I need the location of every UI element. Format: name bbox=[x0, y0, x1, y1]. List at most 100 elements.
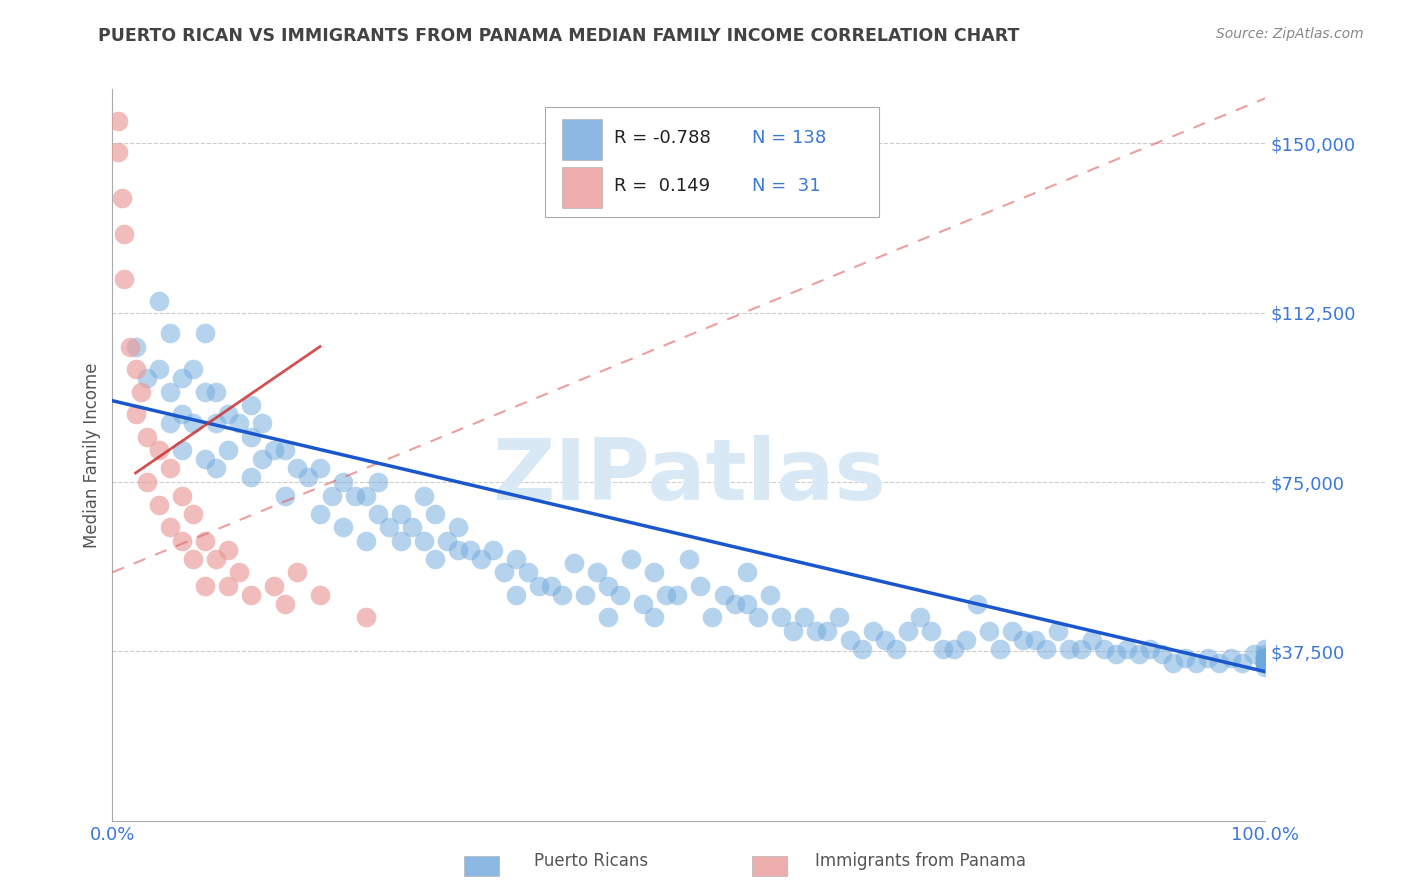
Point bbox=[239, 588, 262, 602]
Point bbox=[1104, 647, 1126, 661]
Point bbox=[1035, 642, 1057, 657]
Point bbox=[793, 610, 815, 624]
Point bbox=[107, 113, 129, 128]
Text: Immigrants from Panama: Immigrants from Panama bbox=[815, 852, 1026, 870]
Text: N =  31: N = 31 bbox=[752, 177, 821, 194]
Point bbox=[1161, 656, 1184, 670]
Point bbox=[159, 520, 181, 534]
Point bbox=[205, 551, 228, 566]
Point bbox=[239, 430, 262, 444]
Point bbox=[343, 489, 366, 503]
Point bbox=[181, 507, 204, 521]
Point bbox=[217, 579, 239, 593]
Point bbox=[966, 597, 988, 611]
Text: Source: ZipAtlas.com: Source: ZipAtlas.com bbox=[1216, 27, 1364, 41]
Point bbox=[425, 507, 447, 521]
Point bbox=[194, 533, 217, 548]
Point bbox=[159, 326, 181, 340]
Point bbox=[148, 362, 170, 376]
Point bbox=[1254, 651, 1277, 665]
Point bbox=[378, 520, 401, 534]
Point bbox=[354, 489, 377, 503]
Point bbox=[815, 624, 838, 638]
Point bbox=[181, 417, 204, 431]
Point bbox=[205, 417, 228, 431]
Point bbox=[873, 633, 896, 648]
Point bbox=[263, 579, 285, 593]
Point bbox=[920, 624, 942, 638]
Point bbox=[111, 190, 134, 204]
Point bbox=[758, 588, 780, 602]
Point bbox=[1254, 651, 1277, 665]
Point bbox=[412, 533, 434, 548]
Point bbox=[1081, 633, 1104, 648]
Point bbox=[631, 597, 654, 611]
Point bbox=[1092, 642, 1115, 657]
Point bbox=[274, 597, 297, 611]
Point bbox=[700, 610, 723, 624]
Point bbox=[309, 507, 332, 521]
Point bbox=[436, 533, 458, 548]
Point bbox=[274, 443, 297, 458]
Point bbox=[1254, 656, 1277, 670]
Point bbox=[181, 362, 204, 376]
Point bbox=[1046, 624, 1069, 638]
Point bbox=[782, 624, 804, 638]
Point bbox=[332, 520, 354, 534]
Text: PUERTO RICAN VS IMMIGRANTS FROM PANAMA MEDIAN FAMILY INCOME CORRELATION CHART: PUERTO RICAN VS IMMIGRANTS FROM PANAMA M… bbox=[98, 27, 1019, 45]
Point bbox=[217, 542, 239, 557]
Point bbox=[205, 384, 228, 399]
Point bbox=[908, 610, 931, 624]
Point bbox=[1001, 624, 1024, 638]
Point bbox=[263, 443, 285, 458]
Point bbox=[274, 489, 297, 503]
Point bbox=[598, 579, 620, 593]
Text: Puerto Ricans: Puerto Ricans bbox=[534, 852, 648, 870]
Point bbox=[297, 470, 319, 484]
Point bbox=[129, 384, 153, 399]
Text: R =  0.149: R = 0.149 bbox=[614, 177, 710, 194]
Point bbox=[862, 624, 884, 638]
Point bbox=[170, 443, 193, 458]
Point bbox=[609, 588, 631, 602]
Point bbox=[598, 610, 620, 624]
Point bbox=[112, 227, 135, 241]
Point bbox=[574, 588, 596, 602]
Point bbox=[505, 588, 527, 602]
Point bbox=[252, 417, 274, 431]
Point bbox=[886, 642, 908, 657]
Point bbox=[839, 633, 862, 648]
Point bbox=[148, 294, 170, 309]
Point bbox=[194, 384, 217, 399]
Point bbox=[735, 566, 758, 580]
Point bbox=[1254, 656, 1277, 670]
Point bbox=[239, 470, 262, 484]
Point bbox=[170, 533, 193, 548]
Point bbox=[1116, 642, 1139, 657]
Point bbox=[136, 430, 159, 444]
Point bbox=[401, 520, 423, 534]
Point bbox=[309, 588, 332, 602]
Point bbox=[585, 566, 607, 580]
Point bbox=[228, 417, 250, 431]
Point bbox=[1254, 656, 1277, 670]
Point bbox=[354, 533, 377, 548]
Point bbox=[228, 566, 250, 580]
Point bbox=[1243, 647, 1265, 661]
Point bbox=[1254, 651, 1277, 665]
Text: N = 138: N = 138 bbox=[752, 128, 827, 146]
Point bbox=[1254, 642, 1277, 657]
Point bbox=[1208, 656, 1230, 670]
Point bbox=[205, 461, 228, 475]
Point bbox=[643, 566, 665, 580]
Point bbox=[159, 461, 181, 475]
Point bbox=[1128, 647, 1150, 661]
Point bbox=[1185, 656, 1208, 670]
Point bbox=[148, 498, 170, 512]
Point bbox=[217, 443, 239, 458]
Point bbox=[494, 566, 516, 580]
Point bbox=[136, 371, 159, 385]
Point bbox=[181, 551, 204, 566]
Point bbox=[1012, 633, 1035, 648]
Point bbox=[354, 610, 377, 624]
